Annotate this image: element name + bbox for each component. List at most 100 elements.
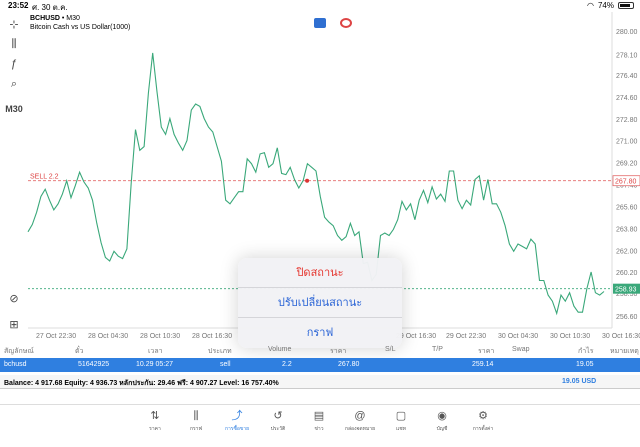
balance-bar: Balance: 4 917.68 Equity: 4 936.73 หลักป… — [0, 375, 640, 389]
sell-price-label: 267.80 — [615, 179, 637, 186]
chat-icon: ▢ — [395, 410, 407, 422]
sell-price-tag — [612, 175, 640, 187]
zoom-icon[interactable]: ⊘ — [9, 293, 19, 305]
chart-button[interactable]: กราฟ — [306, 327, 334, 339]
positions-header: สัญลักษณ์ ตั๋ว เวลา ประเภท Volume ราคา S… — [0, 344, 640, 357]
tab-quotes[interactable]: ⇅ ราคา — [138, 409, 172, 439]
settings-icon: ⚙ — [478, 410, 488, 422]
accounts-icon: ◉ — [437, 410, 447, 422]
trade-icon: ⤴ — [231, 410, 243, 422]
position-action-sheet: ปิดสถานะ ปรับเปลี่ยนสถานะ กราฟ — [238, 258, 402, 348]
col-type: ประเภท — [208, 348, 232, 355]
tab-chat[interactable]: ▢ แชท — [384, 409, 418, 439]
tab-label: กราฟ — [189, 426, 203, 432]
tab-news[interactable]: ▤ ข่าว — [302, 409, 336, 439]
chart-header-sep: • — [59, 15, 67, 22]
x-tick-label: 30 Oct 10:30 — [550, 333, 590, 340]
col-ticket: ตั๋ว — [75, 348, 84, 355]
y-tick-label: 256.60 — [616, 314, 638, 321]
modify-position-button[interactable]: ปรับเปลี่ยนสถานะ — [238, 288, 402, 318]
chart-toolbar: ⊹ ⫼ ƒ ⌕ M30 ⊘ ⊞ — [0, 12, 28, 342]
x-tick-label: 29 Oct 22:30 — [446, 333, 486, 340]
chart-description: Bitcoin Cash vs US Dollar(1000) — [30, 24, 131, 31]
col-time: เวลา — [148, 348, 163, 355]
col-sl: S/L — [385, 346, 396, 353]
position-row[interactable]: bchusd 51642925 10.29 05:27 sell 2.2 267… — [0, 358, 640, 372]
chart-icon: ⫼ — [193, 410, 199, 422]
y-tick-label: 260.20 — [616, 270, 638, 277]
one-click-trade-icon[interactable] — [314, 18, 326, 28]
x-tick-label: 28 Oct 04:30 — [88, 333, 128, 340]
status-bar: 23:52 ศ. 30 ต.ค. ◠ 74% — [0, 0, 640, 12]
sell-line-label: SELL 2.2 — [30, 174, 59, 181]
y-tick-label: 265.60 — [616, 204, 638, 211]
status-date: ศ. 30 ต.ค. — [32, 3, 68, 12]
pos-volume: 2.2 — [282, 361, 292, 368]
x-tick-label: 28 Oct 10:30 — [140, 333, 180, 340]
pos-symbol: bchusd — [4, 361, 27, 368]
balance-text: Balance: 4 917.68 Equity: 4 936.73 หลักป… — [4, 380, 279, 387]
chart-symbol: BCHUSD — [30, 15, 60, 22]
wifi-icon: ◠ — [587, 1, 594, 10]
tab-label: ข่าว — [314, 426, 324, 432]
y-tick-label: 262.00 — [616, 248, 638, 255]
chart-timeframe: M30 — [66, 15, 80, 22]
col-symbol: สัญลักษณ์ — [4, 348, 34, 355]
x-tick-label: 28 Oct 16:30 — [192, 333, 232, 340]
candles-icon[interactable]: ⫼ — [11, 38, 17, 50]
tab-label: การตั้งค่า — [472, 426, 494, 432]
signal-icon[interactable] — [340, 18, 352, 28]
tab-label: การซื้อขาย — [224, 426, 250, 432]
mailbox-icon: @ — [354, 410, 366, 422]
y-tick-label: 258.50 — [616, 291, 638, 298]
col-comment: หมายเหตุ — [610, 348, 639, 355]
indicator-f-icon[interactable]: ƒ — [10, 58, 18, 70]
col-open-price: ราคา — [330, 348, 347, 355]
x-tick-label: 27 Oct 22:30 — [36, 333, 76, 340]
history-icon: ↺ — [273, 410, 283, 422]
col-tp: T/P — [432, 346, 443, 353]
y-tick-label: 272.80 — [616, 117, 638, 124]
pos-price: 259.14 — [472, 361, 494, 368]
total-profit: 19.05 USD — [562, 378, 597, 385]
col-swap: Swap — [512, 346, 530, 353]
bid-price-tag — [613, 283, 640, 294]
tab-label: ราคา — [149, 426, 161, 432]
tab-trade[interactable]: ⤴ การซื้อขาย — [220, 409, 254, 439]
col-price: ราคา — [478, 348, 495, 355]
battery-icon — [618, 2, 634, 9]
tab-label: กล่องจดหมาย — [344, 426, 376, 432]
tab-mailbox[interactable]: @ กล่องจดหมาย — [343, 409, 377, 439]
col-profit: กำไร — [578, 348, 594, 355]
tab-chart[interactable]: ⫼ กราฟ — [179, 409, 213, 439]
y-tick-label: 263.80 — [616, 226, 638, 233]
pos-time: 10.29 05:27 — [136, 361, 173, 368]
tab-label: บัญชี — [436, 426, 448, 432]
tab-label: ประวัติ — [270, 426, 286, 432]
pos-type: sell — [220, 361, 231, 368]
bid-price-label: 258.93 — [615, 287, 637, 294]
y-tick-label: 271.00 — [616, 139, 638, 146]
news-icon: ▤ — [313, 410, 325, 422]
tab-accounts[interactable]: ◉ บัญชี — [425, 409, 459, 439]
pos-open-price: 267.80 — [338, 361, 360, 368]
bottom-tab-bar: ⇅ ราคา ⫼ กราฟ ⤴ การซื้อขาย ↺ ประวัติ ▤ ข่าว @ กล่อง… — [0, 404, 640, 447]
y-tick-label: 269.20 — [616, 161, 638, 168]
quotes-icon: ⇅ — [150, 410, 160, 422]
timeframe-button[interactable]: M30 — [5, 104, 23, 114]
close-position-button[interactable]: ปิดสถานะ — [238, 258, 402, 288]
battery-percent: 74% — [597, 1, 614, 10]
add-chart-icon[interactable]: ⊞ — [9, 319, 19, 331]
order-marker — [305, 178, 310, 183]
chart-header: BCHUSD • M30 Bitcoin Cash vs US Dollar(1… — [30, 14, 130, 32]
tab-history[interactable]: ↺ ประวัติ — [261, 409, 295, 439]
crosshair-icon[interactable]: ⊹ — [9, 19, 19, 31]
y-tick-label: 276.40 — [616, 73, 638, 80]
price-series-line — [27, 52, 605, 316]
tab-settings[interactable]: ⚙ การตั้งค่า — [466, 409, 500, 439]
y-tick-label: 280.00 — [616, 29, 638, 36]
tab-label: แชท — [396, 426, 406, 432]
x-tick-label: 29 Oct 16:30 — [396, 333, 436, 340]
objects-icon[interactable]: ⌕ — [10, 78, 18, 90]
status-time: 23:52 — [8, 1, 29, 10]
